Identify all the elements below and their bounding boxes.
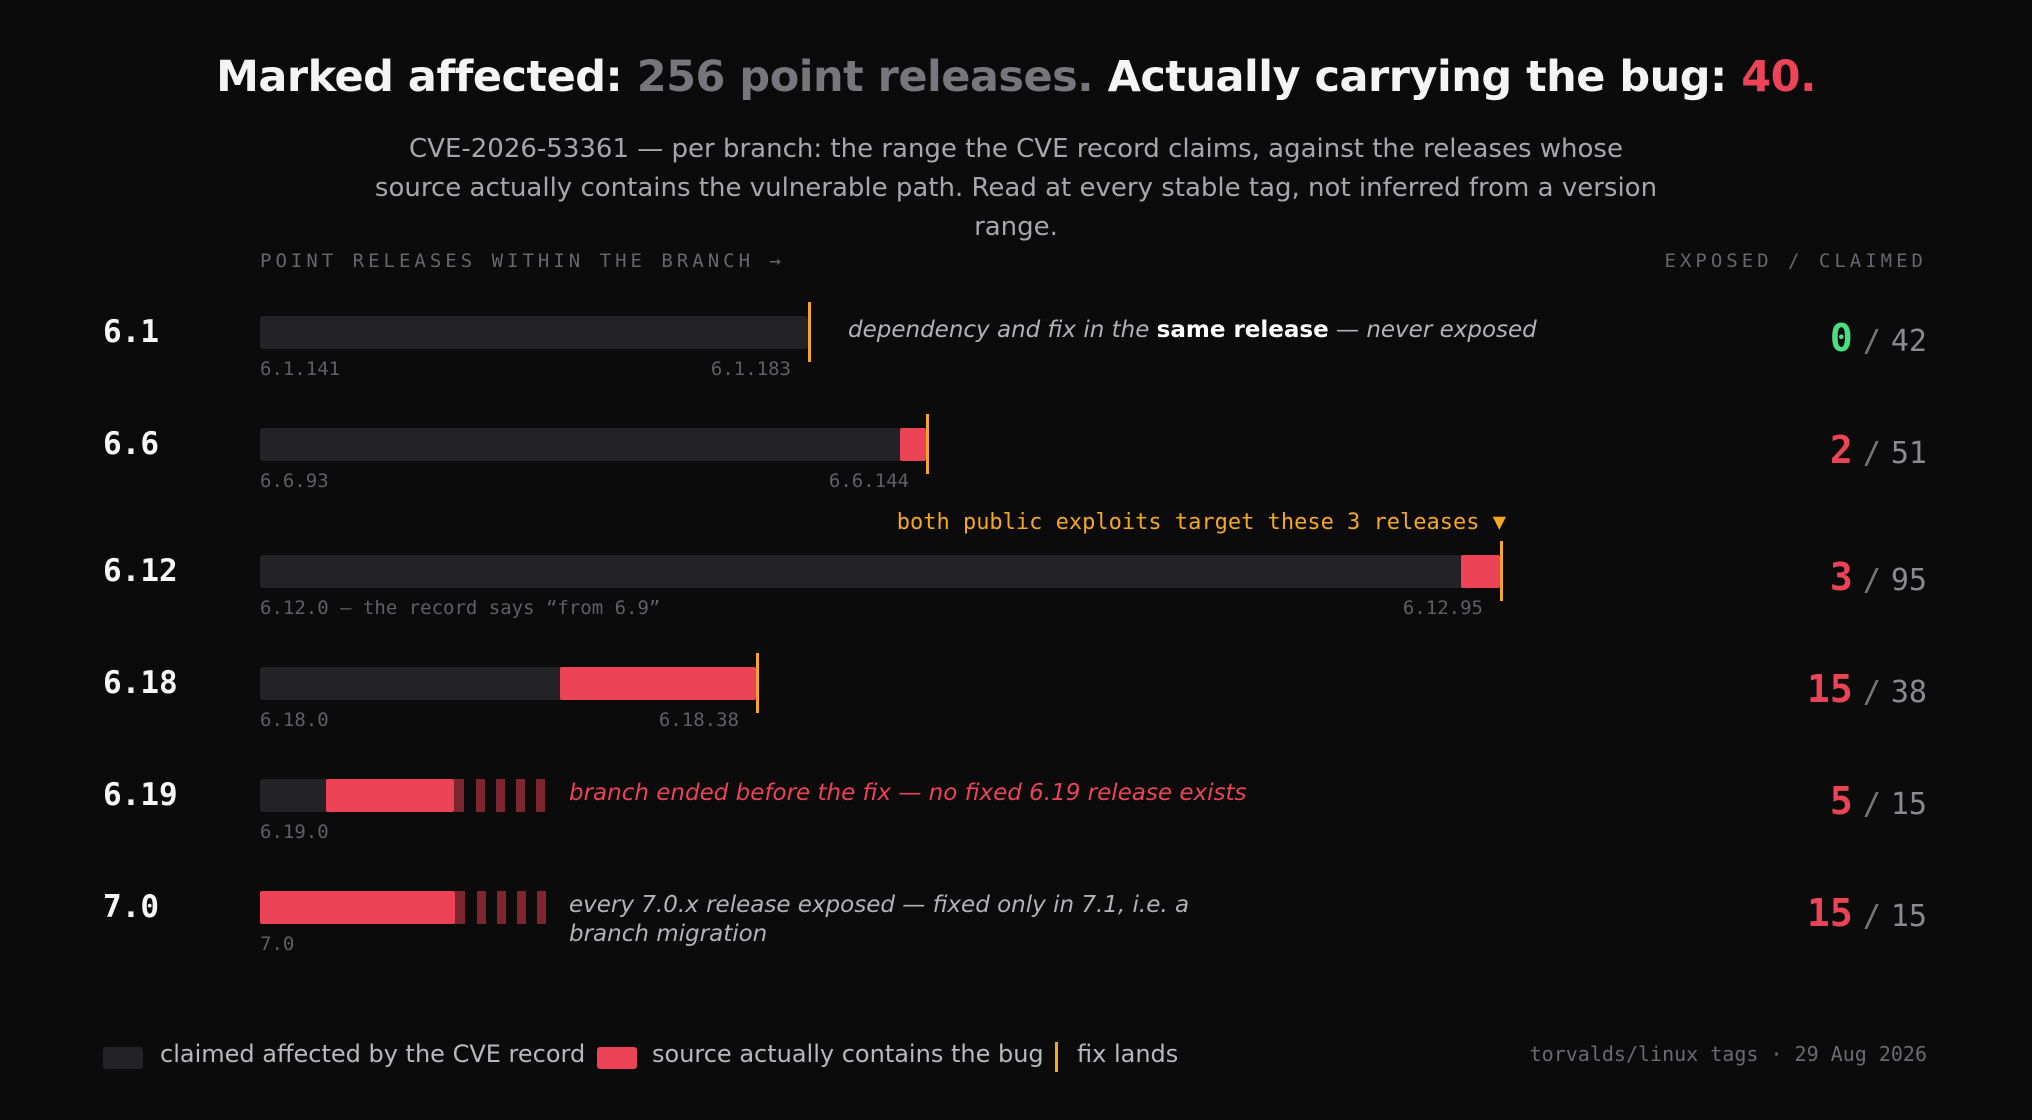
ratio-separator: / (1862, 675, 1881, 710)
tick-label-start: 6.6.93 (260, 470, 329, 492)
exposed-claimed-ratio: 5 / 15 (1830, 779, 1927, 823)
bug-continuation-stripe (537, 891, 546, 924)
exposed-value: 2 (1829, 428, 1853, 472)
legend-fix-swatch (1055, 1042, 1058, 1072)
bar (260, 667, 756, 700)
branch-label: 6.1 (103, 314, 159, 350)
claimed-value: 38 (1890, 675, 1927, 710)
tick-label-end: 6.12.95 (1402, 597, 1483, 619)
bug-continuation-stripe (517, 891, 526, 924)
claimed-value: 15 (1890, 899, 1927, 934)
legend-claimed-label: claimed affected by the CVE record (160, 1040, 586, 1068)
legend-fix-label: fix lands (1077, 1040, 1179, 1068)
bug-continuation-stripe (497, 891, 506, 924)
bar (260, 316, 808, 349)
chart-subtitle: CVE-2026-53361 — per branch: the range t… (374, 134, 1658, 242)
ratio-separator: / (1862, 563, 1881, 598)
branch-label: 6.12 (103, 553, 178, 589)
exposed-value: 15 (1807, 891, 1853, 935)
bug-segment (560, 667, 756, 700)
claimed-segment (260, 316, 808, 349)
claimed-segment (260, 779, 336, 812)
tick-label-end: 6.1.183 (710, 358, 791, 380)
ratio-separator: / (1862, 324, 1881, 359)
bug-continuation-stripe (536, 779, 545, 812)
exposed-claimed-ratio: 2 / 51 (1830, 428, 1927, 472)
bug-segment (326, 779, 454, 812)
bug-continuation-stripe (476, 779, 485, 812)
exposed-claimed-ratio: 15 / 15 (1807, 891, 1927, 935)
row-note: every 7.0.x release exposed — fixed only… (569, 892, 1190, 947)
branch-label: 6.18 (103, 665, 178, 701)
claimed-value: 95 (1890, 563, 1927, 598)
tick-label-end: 6.6.144 (828, 470, 909, 492)
fix-marker (808, 302, 811, 362)
row-note: dependency and fix in the same release —… (848, 316, 1537, 345)
fix-marker (1500, 541, 1503, 601)
bug-continuation-stripe (477, 891, 486, 924)
branch-label: 6.6 (103, 426, 159, 462)
bug-segment (1461, 555, 1500, 588)
exposed-claimed-ratio: 0 / 42 (1830, 316, 1927, 360)
row-note: branch ended before the fix — no fixed 6… (569, 780, 1247, 806)
bug-continuation (454, 779, 464, 812)
title-part-1: Marked affected: (216, 52, 623, 102)
claimed-value: 51 (1890, 436, 1927, 471)
exposed-value: 0 (1829, 316, 1853, 360)
tick-label-start: 6.1.141 (260, 358, 341, 380)
claimed-segment (260, 555, 1500, 588)
title-part-3: Actually carrying the bug: (1107, 52, 1728, 102)
exposed-claimed-ratio: 3 / 95 (1830, 555, 1927, 599)
chart-title: Marked affected: 256 point releases. Act… (0, 52, 2032, 102)
title-part-4: 40. (1741, 52, 1816, 102)
claimed-value: 15 (1890, 787, 1927, 822)
exposed-claimed-ratio: 15 / 38 (1807, 667, 1927, 711)
branch-label: 7.0 (103, 889, 159, 925)
exposed-value: 3 (1829, 555, 1853, 599)
column-header-left: POINT RELEASES WITHIN THE BRANCH → (260, 250, 785, 272)
ratio-separator: / (1862, 787, 1881, 822)
tick-label-start: 6.12.0 — the record says “from 6.9” (260, 597, 661, 619)
bug-continuation-stripe (516, 779, 525, 812)
tick-label-start: 6.18.0 (260, 709, 329, 731)
tick-label-start: 7.0 (260, 933, 295, 955)
source-note: torvalds/linux tags · 29 Aug 2026 (1529, 1042, 1927, 1066)
ratio-separator: / (1862, 899, 1881, 934)
row-note-bold: same release (1156, 317, 1329, 343)
bar (260, 428, 926, 461)
exposed-value: 5 (1829, 779, 1853, 823)
claimed-segment (260, 428, 926, 461)
legend-bug-swatch (597, 1047, 637, 1069)
exploit-annotation: both public exploits target these 3 rele… (896, 510, 1506, 535)
bug-segment (260, 891, 455, 924)
bug-continuation (455, 891, 465, 924)
tick-label-end: 6.18.38 (658, 709, 739, 731)
ratio-separator: / (1862, 436, 1881, 471)
title-part-2: 256 point releases. (636, 52, 1094, 102)
fix-marker (926, 414, 929, 474)
tick-label-start: 6.19.0 (260, 821, 329, 843)
row-note-text: dependency and fix in the (848, 317, 1157, 343)
bug-segment (900, 428, 926, 461)
claimed-value: 42 (1890, 324, 1927, 359)
bug-continuation-stripe (496, 779, 505, 812)
exposed-value: 15 (1807, 667, 1853, 711)
bar (260, 555, 1500, 588)
column-header-right: EXPOSED / CLAIMED (1664, 250, 1927, 272)
row-note-text: — never exposed (1328, 317, 1537, 343)
legend-claimed-swatch (103, 1047, 143, 1069)
fix-marker (756, 653, 759, 713)
legend-bug-label: source actually contains the bug (652, 1040, 1044, 1068)
branch-label: 6.19 (103, 777, 178, 813)
